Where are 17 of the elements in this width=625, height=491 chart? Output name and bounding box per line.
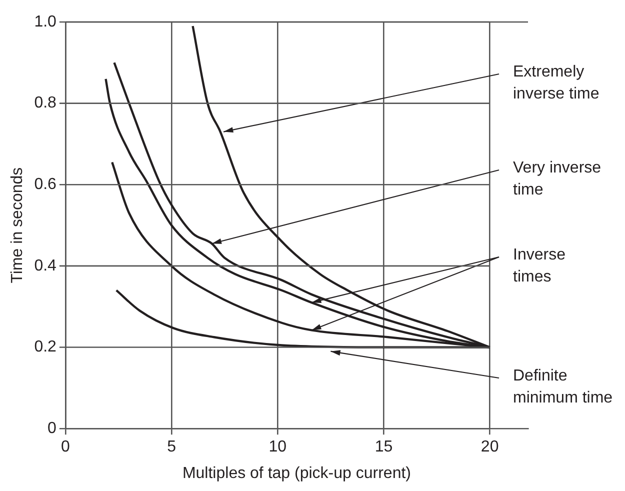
x-tick-label: 0 — [60, 438, 70, 456]
y-tick-label: 0 — [48, 420, 57, 438]
annotation: Inverse times — [513, 246, 566, 286]
x-tick-label: 20 — [480, 438, 499, 456]
x-tick-label: 15 — [374, 438, 393, 456]
y-tick-label: 0.6 — [34, 176, 57, 194]
y-tick-label: 0.2 — [34, 338, 57, 356]
annotation: Extremely inverse time — [513, 63, 600, 102]
x-tick-label: 5 — [167, 438, 176, 456]
annotation: Very inverse time — [513, 159, 602, 198]
y-axis-title: Time in seconds — [9, 167, 26, 284]
x-tick-label: 10 — [268, 438, 287, 456]
x-axis-title: Multiples of tap (pick-up current) — [182, 464, 411, 482]
annotation: Definite minimum time — [513, 367, 613, 406]
y-tick-label: 0.4 — [34, 257, 57, 274]
y-tick-label: 0.8 — [34, 94, 57, 112]
y-tick-label: 1.0 — [34, 13, 57, 30]
